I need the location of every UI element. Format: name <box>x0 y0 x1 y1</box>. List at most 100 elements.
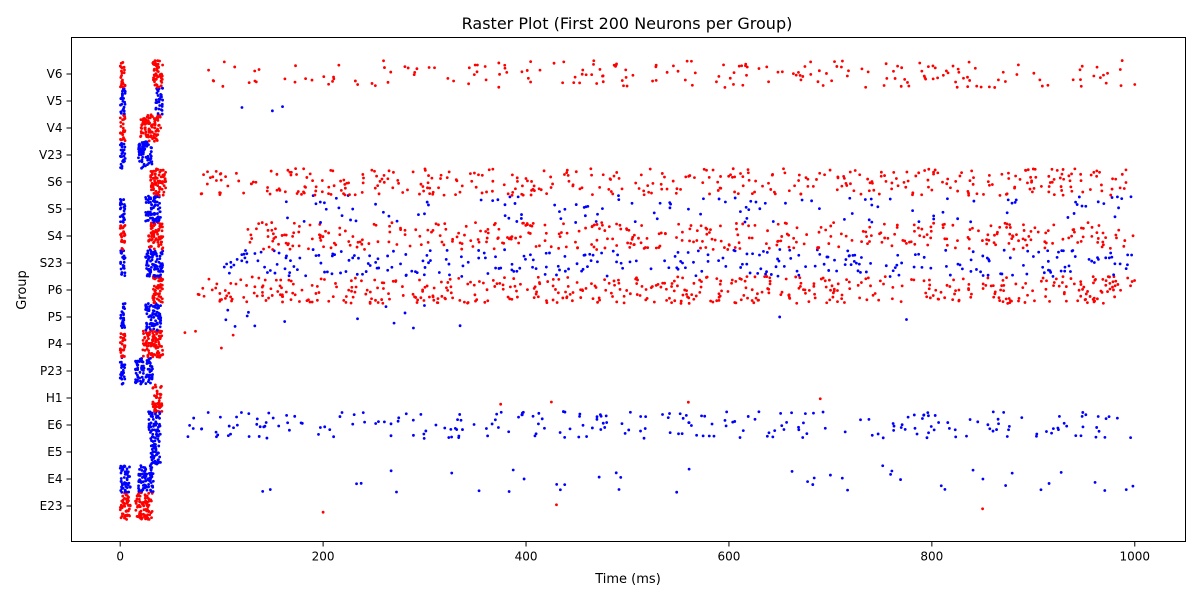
spike-point <box>382 180 386 184</box>
spike-point <box>240 259 244 263</box>
spike-point <box>422 273 426 277</box>
spike-point <box>119 198 123 202</box>
spike-point <box>644 415 648 419</box>
spike-point <box>711 300 715 304</box>
spike-point <box>906 415 910 419</box>
spike-point <box>155 265 159 268</box>
spike-point <box>361 272 364 276</box>
spike-point <box>432 298 436 302</box>
spike-point <box>480 191 484 195</box>
spike-point <box>971 250 975 254</box>
spike-point <box>123 496 126 500</box>
spike-point <box>761 184 764 188</box>
spike-point <box>543 426 546 430</box>
spike-point <box>965 434 968 438</box>
spike-point <box>988 427 992 431</box>
spike-point <box>155 416 158 420</box>
spike-point <box>522 254 526 258</box>
spike-point <box>157 440 161 443</box>
spike-point <box>505 70 509 74</box>
spike-point <box>997 296 1001 300</box>
spike-point <box>122 224 126 228</box>
spike-point <box>967 193 971 197</box>
spike-point <box>141 372 145 375</box>
spike-point <box>263 265 266 269</box>
spike-point <box>812 411 815 415</box>
spike-point <box>153 121 157 125</box>
spike-point <box>701 181 705 185</box>
spike-point <box>687 421 691 425</box>
spike-point <box>556 264 560 268</box>
spike-point <box>685 292 688 296</box>
spike-point <box>124 509 128 513</box>
spike-point <box>1120 59 1124 62</box>
spike-point <box>289 279 293 283</box>
spike-point <box>344 300 348 304</box>
spike-point <box>556 291 560 295</box>
spike-point <box>144 308 148 311</box>
spike-point <box>977 229 980 233</box>
spike-point <box>461 264 465 268</box>
spike-point <box>293 80 297 84</box>
spike-point <box>123 338 127 342</box>
spike-point <box>149 185 153 189</box>
spike-point <box>149 245 153 248</box>
spike-point <box>351 235 355 238</box>
spike-point <box>275 188 279 192</box>
spike-point <box>122 105 126 109</box>
spike-point <box>617 198 621 202</box>
spike-point <box>319 238 323 242</box>
spike-point <box>628 246 632 249</box>
spike-point <box>158 422 161 426</box>
spike-point <box>957 298 961 302</box>
spike-point <box>377 192 381 196</box>
spike-point <box>516 179 519 183</box>
spike-point <box>220 346 223 350</box>
spike-point <box>1013 186 1016 190</box>
spike-point <box>229 282 233 285</box>
spike-point <box>833 258 836 262</box>
spike-point <box>418 234 422 238</box>
spike-point <box>941 73 945 77</box>
spike-point <box>614 471 618 475</box>
spike-point <box>159 331 162 335</box>
spike-point <box>152 211 156 215</box>
spike-point <box>802 242 806 246</box>
spike-point <box>746 168 750 172</box>
spike-point <box>157 85 161 89</box>
spike-point <box>155 91 159 95</box>
spike-point <box>330 272 334 276</box>
spike-point <box>247 435 251 438</box>
spike-point <box>1114 279 1118 283</box>
spike-point <box>202 294 206 298</box>
spike-point <box>344 295 348 298</box>
spike-point <box>457 231 461 235</box>
spike-point <box>699 246 702 250</box>
spike-point <box>534 267 538 271</box>
spike-point <box>812 476 816 480</box>
spike-point <box>679 301 683 305</box>
spike-point <box>141 484 145 487</box>
spike-point <box>349 279 353 283</box>
spike-point <box>215 282 219 286</box>
spike-point <box>663 259 667 263</box>
spike-point <box>159 386 162 389</box>
spike-point <box>927 185 930 189</box>
spike-point <box>936 76 939 80</box>
spike-point <box>145 261 149 265</box>
spike-point <box>847 69 850 73</box>
spike-point <box>601 173 605 177</box>
spike-point <box>148 274 151 278</box>
spike-point <box>929 425 933 428</box>
spike-point <box>477 240 481 244</box>
spike-point <box>777 259 781 263</box>
spike-point <box>444 258 448 261</box>
spike-point <box>601 223 604 227</box>
spike-point <box>595 417 599 421</box>
spike-point <box>156 274 160 278</box>
spike-point <box>485 288 489 292</box>
spike-point <box>1030 190 1034 194</box>
spike-point <box>147 428 151 431</box>
spike-point <box>297 230 301 234</box>
spike-point <box>514 187 517 191</box>
